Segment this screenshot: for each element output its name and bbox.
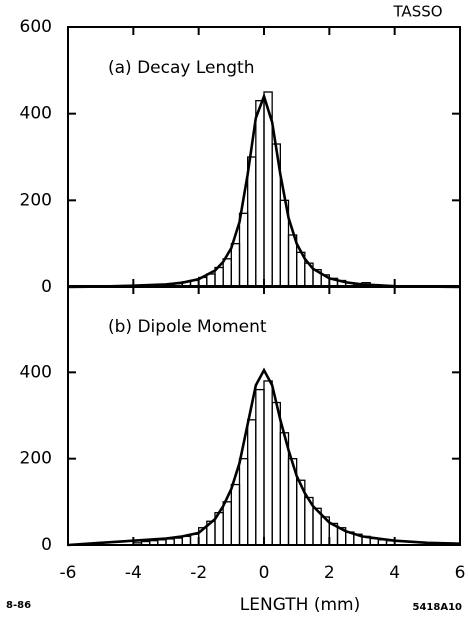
x-tick-label: 6 (455, 563, 466, 583)
x-tick-label: -2 (190, 563, 207, 583)
x-tick-label: 2 (324, 563, 335, 583)
footnote: 8-86 (6, 600, 31, 611)
fit-curve (67, 92, 461, 289)
histogram-bar (238, 212, 249, 288)
histogram-bar (222, 501, 232, 546)
histogram-bar (247, 156, 257, 288)
histogram-bar (230, 483, 241, 546)
panel-title: (a) Decay Length (108, 58, 255, 78)
y-tick-label: 200 (20, 449, 52, 469)
x-tick-label: 0 (259, 563, 270, 583)
histogram-bar (247, 419, 257, 546)
y-tick-label: 400 (20, 362, 52, 382)
histogram-bar (255, 100, 265, 288)
footnote: 5418A10 (413, 602, 463, 613)
histogram-bar (230, 243, 241, 288)
x-tick-label: -4 (125, 563, 142, 583)
x-axis-label: LENGTH (mm) (240, 595, 360, 615)
panel-title: (b) Dipole Moment (108, 317, 267, 337)
y-tick-label: 0 (41, 535, 52, 555)
x-tick-label: 4 (389, 563, 400, 583)
fit-curve (67, 367, 461, 547)
histogram-bar (132, 542, 143, 546)
histogram-bar (271, 401, 281, 546)
corner-label: TASSO (392, 3, 442, 21)
histogram-bar (263, 380, 273, 546)
histogram-bar (238, 458, 249, 546)
histogram-bar (222, 258, 232, 288)
y-tick-label: 400 (20, 104, 52, 124)
histogram-bar (189, 533, 200, 546)
histogram-bar (140, 540, 151, 546)
histogram-bar (149, 540, 159, 546)
histogram-bar (181, 535, 192, 546)
x-tick-label: -6 (60, 563, 77, 583)
histogram-bar (173, 537, 183, 546)
y-tick-label: 200 (20, 190, 52, 210)
histogram-bar (255, 388, 265, 546)
y-tick-label: 600 (20, 17, 52, 37)
y-tick-label: 0 (41, 277, 52, 297)
